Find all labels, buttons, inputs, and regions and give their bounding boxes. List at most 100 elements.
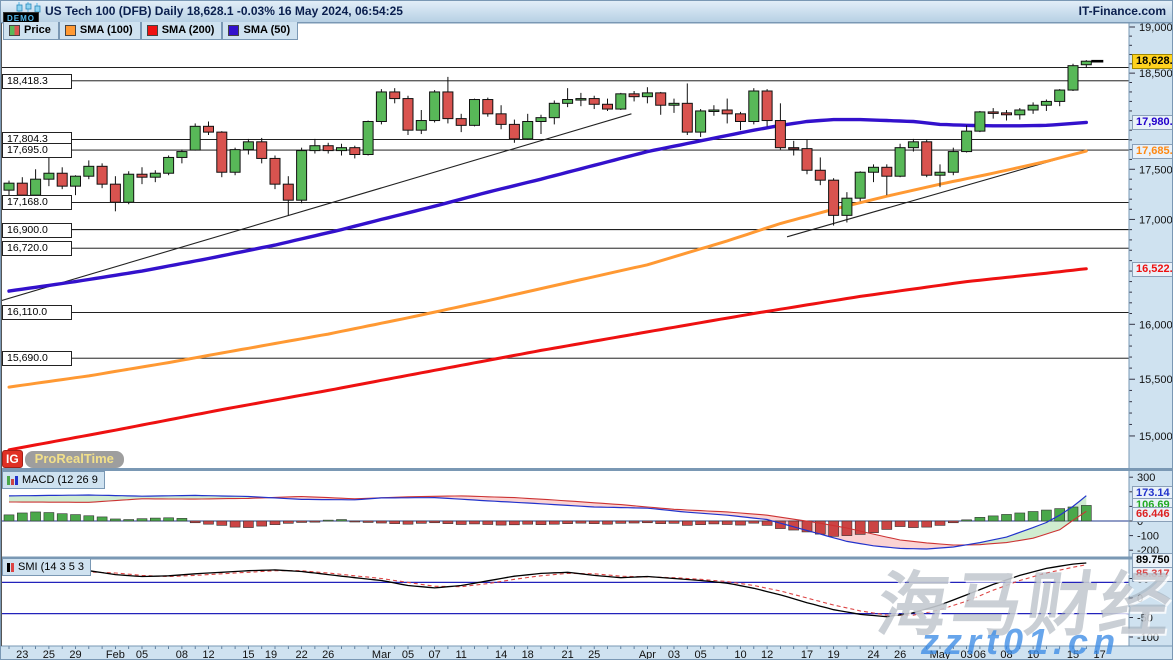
macd-bar [282, 520, 294, 524]
macd-bar [176, 518, 188, 522]
x-axis-label: 25 [43, 649, 55, 660]
macd-bar [309, 520, 321, 523]
macd-panel [1, 494, 1129, 550]
x-axis-label: 21 [561, 649, 573, 660]
price-level-label: 15,690.0 [2, 351, 72, 367]
macd-line [8, 494, 1087, 550]
candle [894, 147, 906, 177]
macd-label: MACD (12 26 9 [22, 473, 98, 486]
legend-chip-sma100[interactable]: SMA (100) [58, 22, 141, 40]
candle [934, 171, 946, 176]
smi-label-chip[interactable]: SMI (14 3 5 3 [2, 558, 92, 576]
x-axis-label: Mar [372, 649, 391, 660]
x-axis-label: 25 [588, 649, 600, 660]
candle [242, 141, 254, 151]
candle [109, 183, 121, 203]
x-axis-label: 11 [455, 649, 466, 660]
candle [522, 120, 534, 140]
macd-bar [735, 520, 746, 526]
candle [974, 111, 986, 132]
candle [748, 90, 760, 122]
axis-value-badge: 85.317 [1132, 567, 1172, 582]
smi-icon [7, 562, 14, 572]
x-axis-label: 24 [867, 649, 879, 660]
macd-bar [70, 514, 81, 522]
legend-chip-price[interactable]: Price [3, 22, 59, 40]
candle [83, 165, 95, 177]
price-icon [9, 24, 20, 36]
candle [708, 109, 720, 112]
macd-bar [602, 520, 613, 525]
legend-chip-sma200[interactable]: SMA (200) [140, 22, 223, 40]
price-level-label: 17,168.0 [2, 195, 72, 211]
candle [615, 93, 627, 110]
macd-icon [7, 475, 18, 485]
x-axis-label: 17 [1093, 649, 1105, 660]
candle [136, 173, 148, 178]
macd-bar [30, 511, 41, 522]
candle [828, 179, 840, 216]
macd-bar [934, 520, 946, 526]
macd-bar [548, 520, 560, 525]
macd-bar [695, 520, 706, 525]
macd-bar [1081, 505, 1092, 522]
candle [296, 150, 308, 201]
candle [947, 151, 959, 173]
candle [907, 141, 919, 149]
x-axis-label: 05 [694, 649, 706, 660]
macd-bar [761, 520, 773, 526]
brand-link[interactable]: IT-Finance.com [1078, 4, 1166, 18]
price-panel [1, 59, 1129, 452]
svg-text:19,000: 19,000 [1139, 22, 1173, 34]
sma200-icon [146, 24, 158, 36]
page-title: US Tech 100 (DFB) Daily 18,628.1 -0.03% … [45, 4, 403, 18]
macd-bar [509, 520, 520, 526]
svg-text:16,000: 16,000 [1139, 319, 1173, 331]
candle [469, 99, 480, 126]
macd-bar [588, 520, 600, 524]
macd-bar [482, 520, 494, 525]
candle [1054, 89, 1066, 102]
candle [16, 182, 28, 196]
candle [415, 120, 427, 131]
candle [349, 147, 361, 156]
candle [43, 172, 55, 180]
x-axis-label: 10 [1027, 649, 1039, 660]
macd-bar [535, 520, 547, 525]
candle [761, 90, 773, 122]
macd-bar [908, 520, 919, 528]
candle [336, 147, 347, 152]
macd-bar [43, 512, 55, 522]
macd-bar [269, 520, 281, 525]
legend-chip-sma50[interactable]: SMA (50) [222, 22, 299, 40]
candle [176, 151, 188, 158]
macd-bar [655, 520, 667, 524]
x-axis-label: 08 [1000, 649, 1012, 660]
macd-bar [296, 520, 307, 523]
macd-bar [522, 520, 534, 525]
macd-bar [469, 520, 480, 525]
candle [814, 169, 826, 181]
x-axis-label: Feb [106, 649, 125, 660]
macd-bar [1014, 512, 1026, 522]
macd-label-chip[interactable]: MACD (12 26 9 [2, 471, 105, 489]
candle [987, 111, 999, 114]
x-axis-label: May [930, 649, 951, 660]
macd-bar [881, 520, 893, 530]
candle [921, 141, 933, 176]
candle [482, 99, 494, 115]
candle [868, 166, 879, 173]
candle [774, 120, 786, 149]
candle [841, 197, 853, 216]
macd-bar [402, 520, 414, 525]
macd-bar [668, 520, 680, 524]
svg-text:-50: -50 [1137, 613, 1153, 625]
candle [269, 157, 281, 185]
candle [282, 183, 294, 201]
smi-panel [1, 562, 1129, 618]
price-level-label: 16,720.0 [2, 241, 72, 257]
candle [588, 98, 600, 105]
macd-bar [429, 520, 440, 524]
axis-value-badge: 17,685.0 [1132, 144, 1172, 160]
